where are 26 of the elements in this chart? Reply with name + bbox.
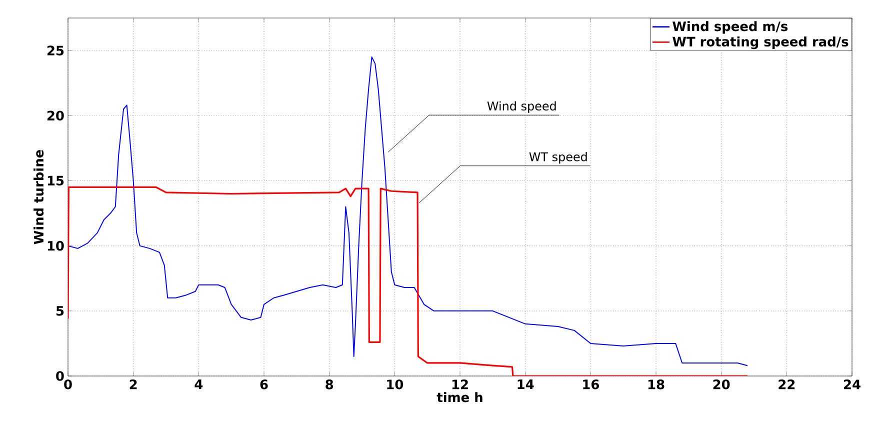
- legend-label: Wind speed m/s: [672, 21, 788, 34]
- x-axis-title: time h: [436, 392, 482, 402]
- y-tick-label: 5: [56, 306, 64, 316]
- x-tick-label: 8: [326, 380, 334, 390]
- x-tick-label: 20: [713, 380, 730, 390]
- y-tick-label: 25: [47, 46, 64, 56]
- x-tick-label: 12: [452, 380, 468, 390]
- x-tick-label: 4: [194, 380, 203, 389]
- y-tick-label: 20: [47, 110, 64, 121]
- x-tick-label: 24: [844, 380, 860, 390]
- x-tick-label: 6: [260, 380, 268, 390]
- x-tick-label: 22: [778, 380, 795, 390]
- x-tick-label: 16: [583, 380, 599, 390]
- x-tick-label: 18: [648, 380, 664, 390]
- annotation: Wind speed: [487, 101, 556, 113]
- annotation: WT speed: [529, 152, 587, 164]
- x-tick-label: 14: [518, 380, 534, 389]
- legend-label: WT rotating speed rad/s: [672, 36, 848, 50]
- y-tick-label: 0: [56, 371, 64, 381]
- y-axis-title: Wind turbine: [34, 150, 44, 244]
- x-tick-label: 0: [64, 380, 72, 390]
- x-tick-label: 10: [387, 380, 404, 390]
- x-tick-label: 2: [130, 380, 137, 390]
- y-tick-label: 10: [48, 240, 64, 251]
- y-tick-label: 15: [48, 176, 64, 186]
- line-series: [68, 186, 748, 376]
